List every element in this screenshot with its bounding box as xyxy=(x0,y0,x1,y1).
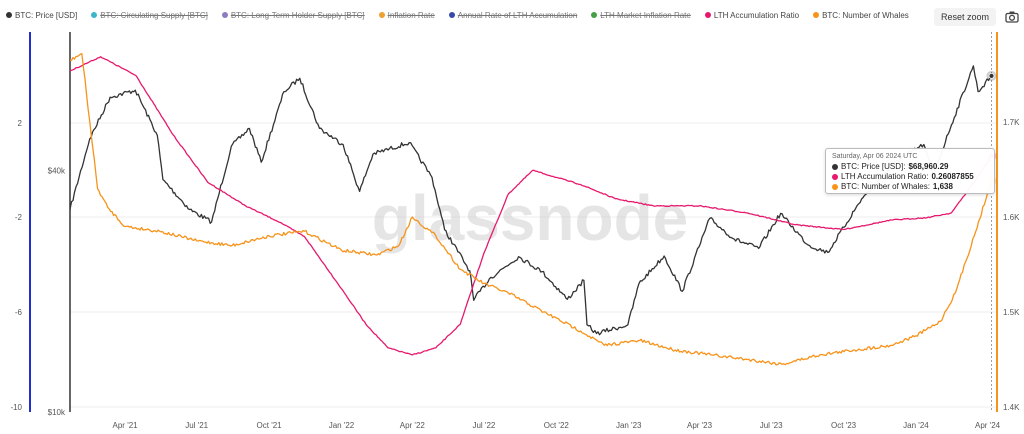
legend-item-lth-market-inflation-rate[interactable]: LTH Market Inflation Rate xyxy=(591,11,691,20)
watermark-logo: glassnode xyxy=(372,182,689,254)
tooltip-row-btc-number-of-whales: BTC: Number of Whales: 1,638 xyxy=(832,182,988,192)
tooltip-dot xyxy=(832,184,838,190)
legend-item-btc-price-usd[interactable]: BTC: Price [USD] xyxy=(6,11,77,20)
y-price-tick-label: $10k xyxy=(48,408,66,417)
tooltip-date: Saturday, Apr 06 2024 UTC xyxy=(832,153,918,160)
legend-label: BTC: Number of Whales xyxy=(822,10,909,20)
legend-swatch xyxy=(378,12,385,18)
y-left-tick-label: -2 xyxy=(15,213,23,222)
legend-item-annual-rate-of-lth-accumulation[interactable]: Annual Rate of LTH Accumulation xyxy=(448,10,578,20)
legend-swatch xyxy=(91,12,98,18)
legend-item-btc-circulating-supply-btc[interactable]: BTC: Circulating Supply [BTC] xyxy=(91,11,208,20)
tooltip-label: BTC: Number of Whales: xyxy=(841,182,930,191)
x-tick-label: Oct '23 xyxy=(831,421,857,430)
y-price-tick-label: $40k xyxy=(48,167,66,176)
legend-swatch xyxy=(813,12,820,18)
y-right-tick-label: 1.6K xyxy=(1003,213,1020,222)
x-tick-label: Oct '22 xyxy=(544,421,570,430)
legend-swatch xyxy=(221,12,228,18)
hover-point-btc-price-usd xyxy=(988,72,995,79)
x-tick-label: Apr '21 xyxy=(113,421,139,430)
legend-swatch xyxy=(448,12,455,18)
y-left-tick-label: -6 xyxy=(15,308,23,317)
series-line-btc-number-of-whales xyxy=(69,52,993,366)
x-tick-label: Jul '23 xyxy=(760,421,783,430)
x-tick-label: Apr '24 xyxy=(975,421,1001,430)
legend-label: Inflation Rate xyxy=(387,10,435,20)
tooltip-value: 0.26087855 xyxy=(931,172,974,181)
tooltip-label: BTC: Price [USD]: xyxy=(841,162,906,171)
tooltip-dot xyxy=(832,164,838,170)
legend-label: LTH Market Inflation Rate xyxy=(600,10,691,20)
y-right-tick-label: 1.7K xyxy=(1003,118,1020,127)
y-right-tick-label: 1.4K xyxy=(1003,403,1020,412)
legend-item-btc-number-of-whales[interactable]: BTC: Number of Whales xyxy=(813,11,909,20)
camera-icon[interactable] xyxy=(1004,9,1020,25)
y-right-tick-label: 1.5K xyxy=(1003,308,1020,317)
x-tick-label: Jul '22 xyxy=(472,421,495,430)
legend-label: BTC: Long-Term Holder Supply [BTC] xyxy=(230,10,365,20)
legend-swatch xyxy=(6,12,12,18)
legend-label: LTH Accumulation Ratio xyxy=(713,10,800,20)
legend-label: Annual Rate of LTH Accumulation xyxy=(457,10,578,20)
y-left-tick-label: 2 xyxy=(18,119,23,128)
x-tick-label: Apr '23 xyxy=(687,421,713,430)
x-tick-label: Apr '22 xyxy=(400,421,426,430)
series-line-btc-price-usd xyxy=(69,65,992,336)
y-left-tick-label: -10 xyxy=(10,403,22,412)
x-tick-label: Jul '21 xyxy=(185,421,208,430)
legend-swatch xyxy=(704,12,711,18)
tooltip-value: $68,960.29 xyxy=(908,162,949,171)
series-line-lth-accumulation-ratio xyxy=(69,56,992,356)
tooltip-value: 1,638 xyxy=(932,182,953,191)
chart-legend: BTC: Price [USD] BTC: Circulating Supply … xyxy=(6,8,909,22)
tooltip-dot xyxy=(832,174,838,180)
legend-item-btc-long-term-holder-supply-btc[interactable]: BTC: Long-Term Holder Supply [BTC] xyxy=(221,10,365,20)
x-tick-label: Oct '21 xyxy=(257,421,283,430)
x-tick-label: Jan '22 xyxy=(329,421,355,430)
legend-label: BTC: Price [USD] xyxy=(15,10,78,20)
x-tick-label: Jan '23 xyxy=(616,421,642,430)
reset-zoom-button[interactable]: Reset zoom xyxy=(934,8,996,26)
legend-item-lth-accumulation-ratio[interactable]: LTH Accumulation Ratio xyxy=(704,10,800,20)
chart-gridlines xyxy=(70,122,997,408)
chart-tooltip: Saturday, Apr 06 2024 UTC BTC: Price [US… xyxy=(825,148,995,194)
legend-item-inflation-rate[interactable]: Inflation Rate xyxy=(378,10,435,20)
legend-swatch xyxy=(591,12,598,18)
legend-label: BTC: Circulating Supply [BTC] xyxy=(100,10,208,20)
tooltip-label: LTH Accumulation Ratio: xyxy=(841,172,929,181)
tooltip-row-btc-price-usd: BTC: Price [USD]: $68,960.29 xyxy=(832,162,988,172)
tooltip-row-lth-accumulation-ratio: LTH Accumulation Ratio: 0.26087855 xyxy=(832,172,988,182)
x-tick-label: Jan '24 xyxy=(903,421,929,430)
